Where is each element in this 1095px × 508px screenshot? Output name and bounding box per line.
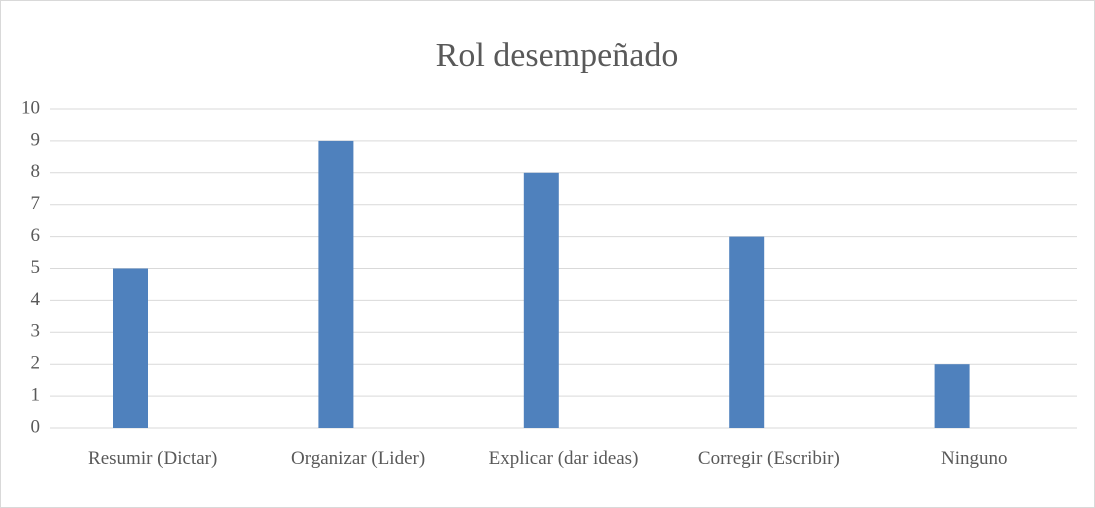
y-tick-label: 1 [31,384,41,405]
x-tick-label: Corregir (Escribir) [697,448,840,469]
x-tick-label: Ninguno [941,448,1008,469]
y-tick-label: 0 [31,416,41,437]
bar [318,140,354,428]
y-tick-label: 5 [31,257,41,278]
x-tick-label: Organizar (Lider) [291,448,426,469]
bar [113,268,148,428]
bar [523,172,559,428]
y-tick-label: 8 [31,161,41,182]
y-tick-label: 3 [31,321,41,342]
y-tick-label: 4 [31,289,41,310]
x-tick-label: Resumir (Dictar) [88,448,218,469]
x-tick-label: Explicar (dar ideas) [488,448,639,469]
y-tick-label: 10 [21,97,40,118]
y-tick-label: 6 [31,225,41,246]
y-tick-label: 2 [31,353,41,374]
chart-title: Rol desempeñado [436,37,679,74]
bar [934,364,970,428]
bar [729,236,765,428]
y-tick-label: 9 [31,129,41,150]
y-tick-label: 7 [31,193,41,214]
